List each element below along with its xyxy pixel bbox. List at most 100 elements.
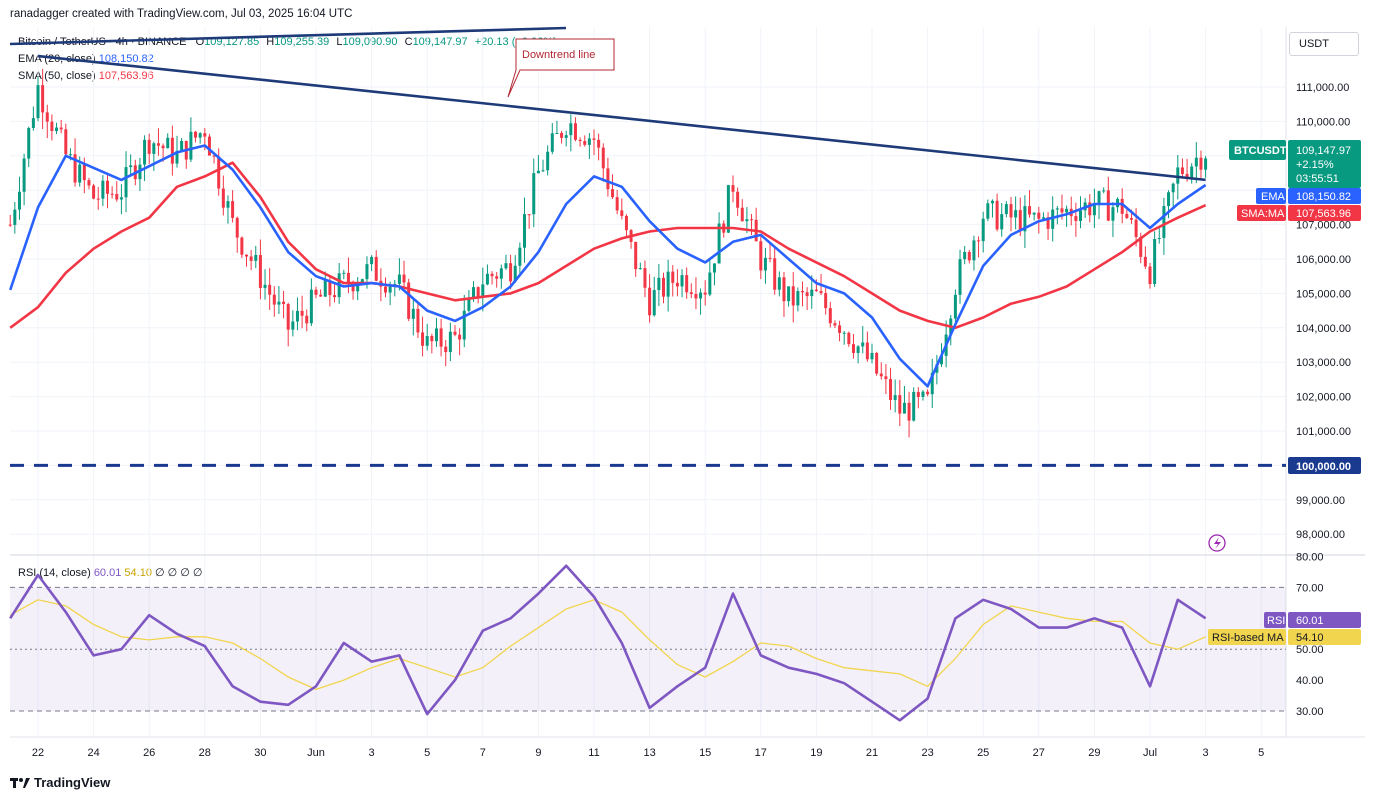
price-tick-label: 107,000.00: [1296, 220, 1351, 232]
candle-body: [912, 391, 916, 421]
candle-body: [1204, 158, 1208, 170]
price-tick-label: 103,000.00: [1296, 357, 1351, 369]
candle-body: [245, 254, 248, 257]
candle-body: [601, 147, 605, 169]
candle-body: [333, 295, 337, 298]
candle-body: [865, 342, 869, 360]
candle-body: [624, 215, 628, 231]
candle-body: [448, 331, 452, 353]
candle-body: [773, 258, 777, 290]
candle-body: [833, 323, 837, 326]
candle-body: [902, 402, 906, 414]
price-tick-label: 98,000.00: [1296, 529, 1345, 541]
candle-body: [1167, 192, 1171, 207]
candle-body: [578, 139, 582, 142]
candle-body: [68, 154, 72, 156]
candle-body: [1180, 167, 1184, 174]
countdown-value: 03:55:51: [1296, 173, 1339, 185]
price-tick-label: 99,000.00: [1296, 495, 1345, 507]
price-tick-label: 104,000.00: [1296, 323, 1351, 335]
candle-body: [708, 272, 712, 295]
candle-body: [309, 289, 313, 324]
candle-body: [365, 264, 369, 280]
candle-body: [101, 180, 105, 199]
ema-legend-value: 108,150.82: [98, 53, 154, 65]
candle-body: [1088, 202, 1092, 216]
time-tick-label: 26: [143, 747, 155, 759]
candle-body: [796, 291, 800, 306]
candle-body: [801, 291, 804, 293]
rsi-legend-value: 60.01: [93, 567, 122, 579]
lightning-icon[interactable]: [1208, 534, 1226, 552]
candle-body: [490, 273, 494, 277]
candle-body: [8, 224, 12, 226]
candle-body: [119, 197, 123, 200]
candle-body: [78, 164, 82, 183]
candle-body: [870, 352, 874, 360]
candle-body: [217, 156, 221, 189]
sma-legend[interactable]: SMA (50, close) 107,563.96: [18, 70, 154, 82]
candle-body: [254, 255, 258, 261]
candle-body: [893, 395, 897, 400]
candle-body: [541, 170, 545, 172]
candle-body: [1162, 206, 1166, 238]
candle-body: [1148, 266, 1152, 284]
candle-body: [916, 391, 920, 397]
price-tick-label: 111,000.00: [1296, 82, 1349, 94]
candle-body: [1143, 256, 1147, 267]
rsi-tick-label: 70.00: [1296, 582, 1324, 594]
candle-body: [1139, 237, 1143, 257]
tradingview-logo[interactable]: TradingView: [10, 775, 110, 790]
candle-body: [523, 214, 526, 248]
candle-body: [295, 310, 299, 322]
candle-body: [124, 167, 128, 198]
candle-body: [1129, 218, 1133, 220]
candle-body: [360, 279, 364, 284]
candle-body: [1134, 219, 1138, 238]
candle-body: [930, 372, 934, 395]
candle-body: [351, 283, 355, 292]
currency-selector[interactable]: USDT: [1289, 32, 1359, 56]
candle-body: [1185, 173, 1189, 178]
candle-body: [1023, 206, 1027, 232]
candle-body: [194, 131, 198, 138]
time-tick-label: 11: [588, 747, 599, 759]
candle-body: [170, 137, 174, 164]
rsi-ma-tag-label: RSI-based MA: [1212, 632, 1284, 644]
candle-body: [50, 121, 54, 132]
candle-body: [611, 189, 615, 198]
candle-body: [207, 136, 211, 156]
candle-body: [402, 274, 406, 283]
time-tick-label: 23: [921, 747, 933, 759]
candle-body: [851, 344, 855, 353]
candle-body: [87, 180, 91, 186]
ema-tag-value: 108,150.82: [1296, 191, 1351, 203]
candle-body: [666, 271, 670, 297]
time-tick-label: 9: [535, 747, 541, 759]
candle-body: [397, 274, 401, 284]
candle-body: [986, 203, 990, 219]
candle-body: [921, 391, 925, 397]
candle-body: [787, 286, 791, 302]
candle-body: [356, 283, 360, 292]
candle-body: [838, 325, 842, 333]
candle-body: [323, 280, 327, 297]
candle-body: [198, 133, 202, 138]
symbol-tag-label: BTCUSDT: [1234, 145, 1287, 157]
time-tick-label: 3: [369, 747, 375, 759]
candle-body: [685, 275, 689, 293]
candle-body: [560, 132, 564, 138]
rsi-ma-tag-value: 54.10: [1296, 632, 1324, 644]
candle-body: [55, 127, 59, 132]
candle-body: [286, 304, 290, 330]
rsi-legend[interactable]: RSI (14, close) 60.01 54.10 ∅ ∅ ∅ ∅: [18, 567, 203, 579]
candle-body: [847, 332, 851, 345]
candle-body: [726, 185, 730, 233]
candle-body: [573, 123, 577, 140]
rsi-tag-label: RSI: [1267, 615, 1285, 627]
candle-body: [453, 331, 457, 335]
candle-body: [958, 259, 962, 295]
candle-body: [472, 287, 476, 298]
candle-body: [513, 265, 517, 282]
